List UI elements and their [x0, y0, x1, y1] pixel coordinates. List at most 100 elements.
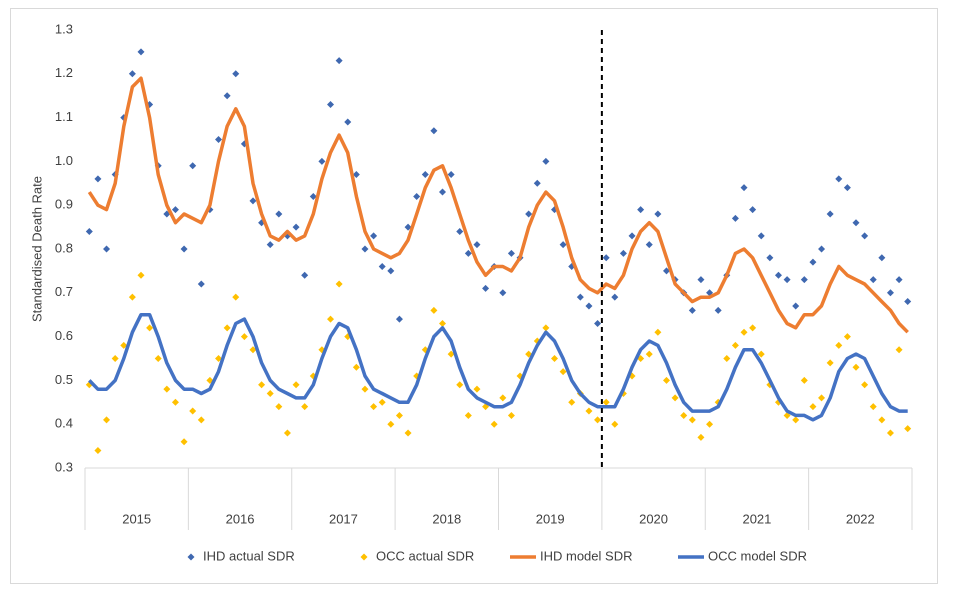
legend-label: OCC actual SDR [376, 548, 474, 563]
actual-point [197, 416, 205, 424]
actual-point [688, 306, 696, 314]
actual-point [473, 241, 481, 249]
actual-point [507, 411, 515, 419]
actual-point [189, 162, 197, 170]
actual-point [654, 328, 662, 336]
legend-label: IHD actual SDR [203, 548, 295, 563]
actual-point [215, 136, 223, 143]
actual-point [430, 127, 438, 135]
y-tick-label: 0.4 [55, 416, 73, 431]
actual-point [439, 319, 447, 327]
chart-frame [10, 8, 938, 584]
actual-point [266, 241, 274, 249]
actual-point [731, 214, 739, 222]
actual-point [275, 210, 283, 218]
legend-label: OCC model SDR [708, 548, 807, 563]
actual-point [843, 184, 851, 192]
actual-point [792, 302, 800, 310]
actual-point [258, 381, 266, 389]
actual-point [852, 219, 860, 227]
legend-label: IHD model SDR [540, 548, 632, 563]
actual-point [800, 376, 808, 384]
actual-point [688, 416, 696, 424]
actual-point [103, 245, 111, 253]
y-axis-title: Standardised Death Rate [29, 176, 44, 322]
actual-point [792, 416, 800, 424]
actual-point [352, 363, 360, 371]
actual-point [662, 376, 670, 384]
actual-point [714, 306, 722, 314]
actual-point [456, 227, 464, 235]
actual-point [318, 157, 326, 165]
actual-point [585, 407, 593, 415]
actual-point [861, 232, 869, 240]
actual-point [507, 249, 515, 257]
actual-point [301, 271, 309, 279]
actual-point [232, 70, 240, 78]
actual-point [413, 192, 421, 200]
actual-point [904, 298, 912, 306]
actual-point [249, 346, 257, 354]
actual-point [171, 398, 179, 406]
actual-point [404, 429, 412, 437]
actual-point [783, 276, 791, 284]
actual-point [861, 381, 869, 389]
actual-point [421, 171, 429, 179]
actual-point [818, 394, 826, 402]
actual-point [387, 420, 395, 428]
actual-point [370, 232, 378, 240]
x-tick-label: 2016 [226, 511, 255, 526]
actual-point [266, 390, 274, 398]
y-tick-label: 0.5 [55, 372, 73, 387]
actual-point [671, 394, 679, 402]
actual-point [533, 179, 541, 187]
actual-point [645, 350, 653, 358]
y-tick-label: 0.9 [55, 197, 73, 212]
actual-point [774, 271, 782, 279]
actual-point [482, 284, 490, 292]
actual-point [904, 425, 912, 433]
x-tick-label: 2022 [846, 511, 875, 526]
actual-point [180, 438, 188, 446]
actual-point [809, 258, 817, 266]
actual-point [740, 184, 748, 192]
actual-point [886, 289, 894, 297]
actual-point [111, 355, 119, 362]
actual-point [800, 276, 808, 284]
actual-point [146, 324, 154, 332]
actual-point [335, 280, 343, 288]
actual-point [447, 350, 455, 358]
y-tick-label: 0.7 [55, 284, 73, 299]
y-tick-label: 1.3 [55, 21, 73, 36]
y-tick-label: 0.3 [55, 459, 73, 474]
actual-point [895, 346, 903, 354]
model-line [87, 76, 909, 334]
actual-point [232, 293, 240, 301]
actual-point [292, 381, 300, 389]
actual-point [94, 446, 102, 454]
actual-point [464, 411, 472, 419]
actual-point [886, 429, 894, 437]
x-tick-label: 2017 [329, 511, 358, 526]
legend-marker [187, 553, 195, 561]
actual-point [869, 276, 877, 284]
actual-point [559, 368, 567, 376]
actual-point [447, 171, 455, 179]
x-tick-label: 2021 [742, 511, 771, 526]
actual-point [731, 341, 739, 349]
actual-point [628, 232, 636, 240]
actual-point [404, 223, 412, 231]
actual-point [223, 92, 231, 100]
actual-point [766, 254, 774, 262]
actual-point [180, 245, 188, 253]
actual-point [327, 100, 335, 108]
actual-point [439, 188, 447, 196]
actual-point [223, 324, 231, 332]
actual-point [645, 241, 653, 249]
actual-point [120, 341, 128, 349]
y-tick-label: 1.2 [55, 65, 73, 80]
actual-point [154, 355, 162, 362]
actual-point [103, 416, 111, 424]
y-tick-label: 1.0 [55, 153, 73, 168]
